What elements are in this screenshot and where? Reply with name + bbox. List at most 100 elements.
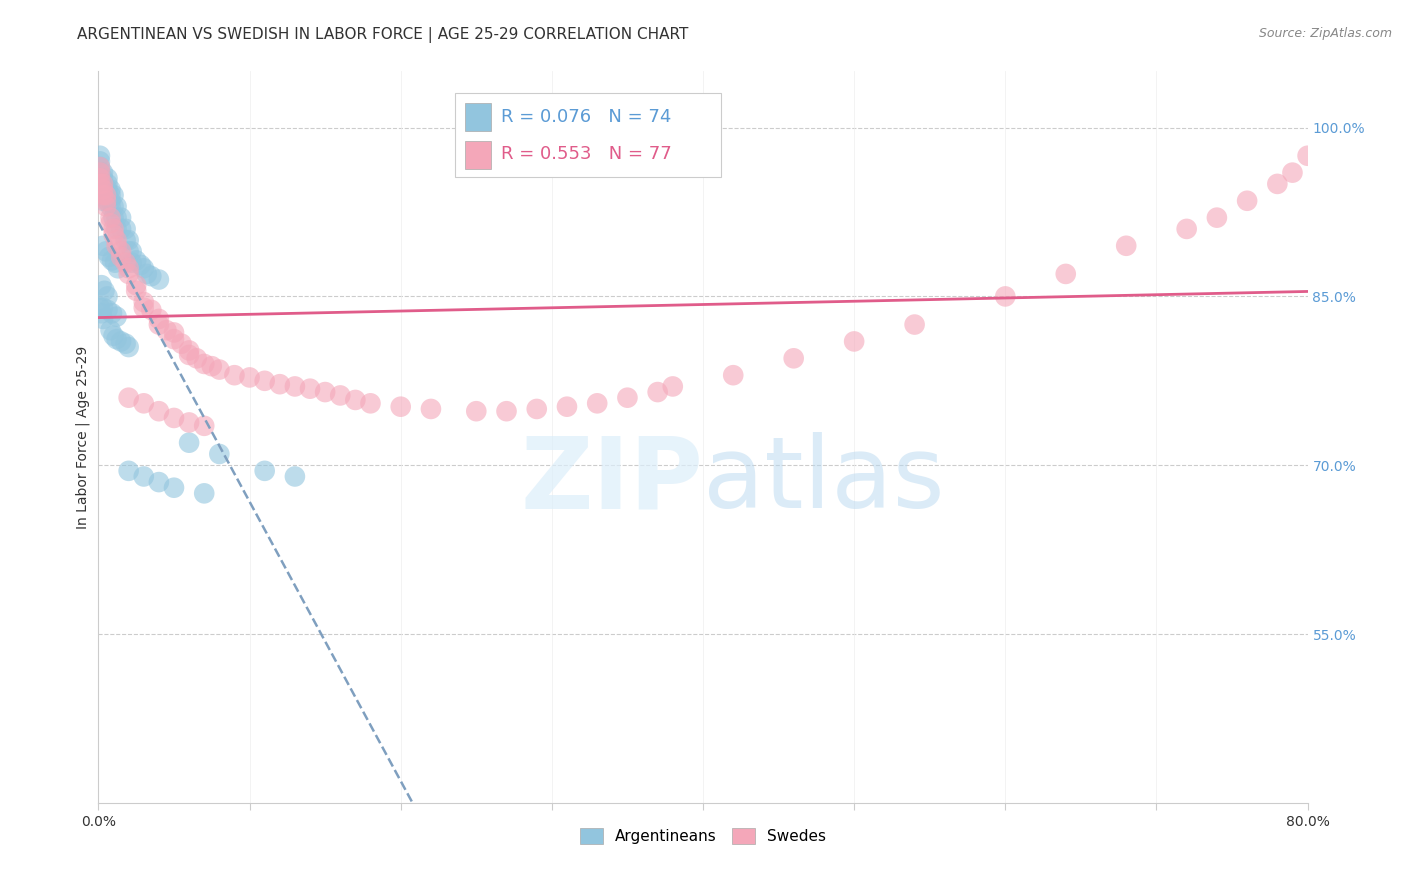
Point	[224, 368, 246, 383]
Point	[1054, 267, 1077, 281]
Point	[148, 318, 170, 332]
Point	[389, 400, 412, 414]
Text: Source: ZipAtlas.com: Source: ZipAtlas.com	[1258, 27, 1392, 40]
Point	[89, 177, 111, 191]
Point	[91, 239, 114, 253]
Point	[1115, 239, 1137, 253]
Point	[89, 171, 111, 186]
Point	[94, 199, 117, 213]
Point	[93, 284, 115, 298]
Point	[148, 404, 170, 418]
Point	[110, 334, 132, 349]
Point	[89, 188, 111, 202]
Point	[100, 323, 122, 337]
Point	[100, 199, 122, 213]
Point	[96, 177, 118, 191]
Point	[103, 328, 125, 343]
Point	[193, 357, 215, 371]
Point	[96, 302, 118, 317]
Point	[284, 379, 307, 393]
Point	[89, 160, 111, 174]
Point	[118, 244, 141, 259]
Point	[118, 233, 141, 247]
Point	[94, 188, 117, 202]
Point	[1267, 177, 1289, 191]
Point	[783, 351, 806, 366]
Point	[201, 359, 224, 374]
Point	[132, 261, 155, 276]
Point	[253, 464, 276, 478]
Point	[844, 334, 866, 349]
Point	[125, 284, 148, 298]
Point	[103, 227, 125, 242]
Point	[103, 188, 125, 202]
Point	[89, 154, 111, 169]
Point	[155, 323, 177, 337]
Point	[723, 368, 745, 383]
Point	[1236, 194, 1258, 208]
Point	[96, 194, 118, 208]
Text: atlas: atlas	[703, 433, 945, 530]
Point	[299, 382, 322, 396]
Point	[163, 332, 186, 346]
Point	[118, 391, 141, 405]
Point	[121, 244, 143, 259]
FancyBboxPatch shape	[465, 141, 492, 169]
Point	[121, 255, 143, 269]
Point	[284, 469, 307, 483]
Point	[101, 253, 124, 268]
Point	[105, 211, 128, 225]
FancyBboxPatch shape	[465, 103, 492, 131]
Point	[163, 411, 186, 425]
Point	[103, 211, 125, 225]
Point	[125, 278, 148, 293]
Point	[96, 182, 118, 196]
Point	[132, 301, 155, 315]
Point	[94, 194, 117, 208]
Y-axis label: In Labor Force | Age 25-29: In Labor Force | Age 25-29	[76, 345, 90, 529]
Text: R = 0.553   N = 77: R = 0.553 N = 77	[501, 145, 672, 163]
Point	[96, 188, 118, 202]
Point	[616, 391, 638, 405]
Point	[193, 418, 215, 433]
Point	[118, 340, 141, 354]
Point	[114, 233, 136, 247]
Point	[170, 336, 193, 351]
Point	[179, 416, 201, 430]
Point	[91, 312, 114, 326]
Point	[105, 239, 128, 253]
Point	[647, 385, 669, 400]
Point	[105, 332, 128, 346]
Point	[91, 171, 114, 186]
Point	[89, 301, 111, 315]
Point	[994, 289, 1017, 303]
Point	[163, 481, 186, 495]
Point	[360, 396, 382, 410]
Point	[118, 464, 141, 478]
Point	[1296, 149, 1319, 163]
Point	[103, 199, 125, 213]
Point	[132, 469, 155, 483]
Point	[329, 388, 352, 402]
Point	[105, 233, 128, 247]
Point	[90, 278, 112, 293]
Point	[105, 199, 128, 213]
Point	[141, 269, 163, 284]
Point	[91, 194, 114, 208]
Point	[103, 222, 125, 236]
Point	[1175, 222, 1198, 236]
Point	[100, 182, 122, 196]
Point	[110, 211, 132, 225]
Point	[114, 255, 136, 269]
Point	[89, 182, 111, 196]
Text: ARGENTINEAN VS SWEDISH IN LABOR FORCE | AGE 25-29 CORRELATION CHART: ARGENTINEAN VS SWEDISH IN LABOR FORCE | …	[77, 27, 689, 43]
Point	[179, 435, 201, 450]
Point	[118, 261, 141, 276]
Point	[91, 177, 114, 191]
Point	[91, 182, 114, 196]
Point	[91, 182, 114, 196]
Point	[465, 404, 488, 418]
Point	[94, 244, 117, 259]
Point	[96, 171, 118, 186]
Point	[104, 255, 127, 269]
